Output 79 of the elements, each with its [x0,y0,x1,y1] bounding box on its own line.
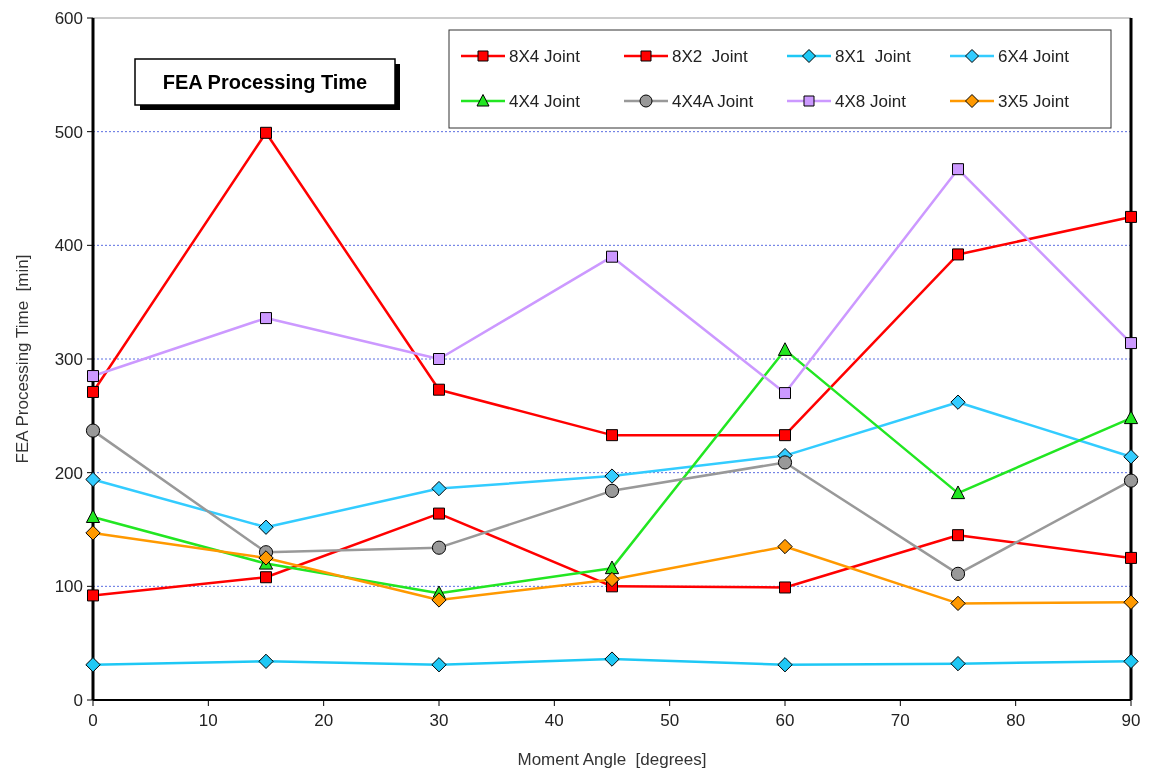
x-tick-label: 80 [1006,711,1026,730]
point [952,163,964,176]
point [85,471,101,488]
point [604,651,620,667]
point [1125,210,1137,223]
point [604,571,620,588]
point [950,595,966,612]
point [1123,473,1139,488]
point [85,423,101,438]
point [87,385,99,398]
point [431,540,447,555]
point [950,485,966,500]
legend-label: 4X4 Joint [509,91,581,111]
point [950,566,966,581]
point [777,538,793,555]
point [260,126,272,139]
point [1125,337,1137,350]
point [606,429,618,442]
y-tick-label: 300 [54,349,83,369]
legend-label: 4X8 Joint [835,91,907,111]
x-tick-label: 60 [775,711,795,730]
x-tick-label: 10 [198,711,218,730]
x-tick-label: 0 [88,711,98,730]
x-axis-title: Moment Angle [degrees] [517,750,707,769]
point [777,342,793,356]
point [431,657,447,673]
point [260,312,272,325]
point [85,509,101,523]
point [777,657,793,673]
point [1123,594,1139,610]
point [1123,449,1139,465]
point [604,560,620,575]
y-tick-label: 400 [54,236,83,256]
point [952,248,964,261]
y-tick-label: 100 [54,577,83,597]
point [433,383,445,396]
point [779,387,791,400]
point [606,250,618,263]
point [85,657,101,673]
point [431,480,447,497]
legend-label: 8X1 Joint [835,46,911,66]
point [779,429,791,442]
point [258,653,274,669]
legend-label: 8X4 Joint [509,46,581,66]
x-tick-label: 50 [660,711,680,730]
y-axis-title: FEA Processing Time [min] [13,254,32,464]
point [433,353,445,365]
point [87,589,99,602]
point [433,507,445,520]
y-tick-label: 500 [54,122,83,142]
point [950,655,966,672]
point [779,581,791,594]
legend-label: 6X4 Joint [998,46,1070,66]
y-tick-label: 0 [73,690,83,710]
legend-label: 3X5 Joint [998,91,1070,111]
point [258,550,274,566]
x-tick-label: 30 [429,711,449,730]
legend-label: 8X2 Joint [672,46,748,66]
x-tick-label: 90 [1121,711,1141,730]
point [604,483,620,498]
y-tick-label: 600 [54,8,83,28]
x-tick-label: 40 [544,711,564,730]
point [87,370,99,383]
y-tick-label: 200 [54,463,83,483]
point [1123,653,1139,669]
point [1125,551,1137,564]
point [950,394,966,410]
point [431,592,447,608]
legend-label: 4X4A Joint [672,91,754,111]
point [260,571,272,584]
point [85,525,101,541]
x-tick-label: 70 [890,711,910,730]
point [604,468,620,484]
point [777,455,793,470]
x-tick-label: 20 [314,711,334,730]
point [258,519,274,535]
text: FEA Processing Time [162,71,368,93]
point [1123,410,1139,425]
point [952,529,964,542]
